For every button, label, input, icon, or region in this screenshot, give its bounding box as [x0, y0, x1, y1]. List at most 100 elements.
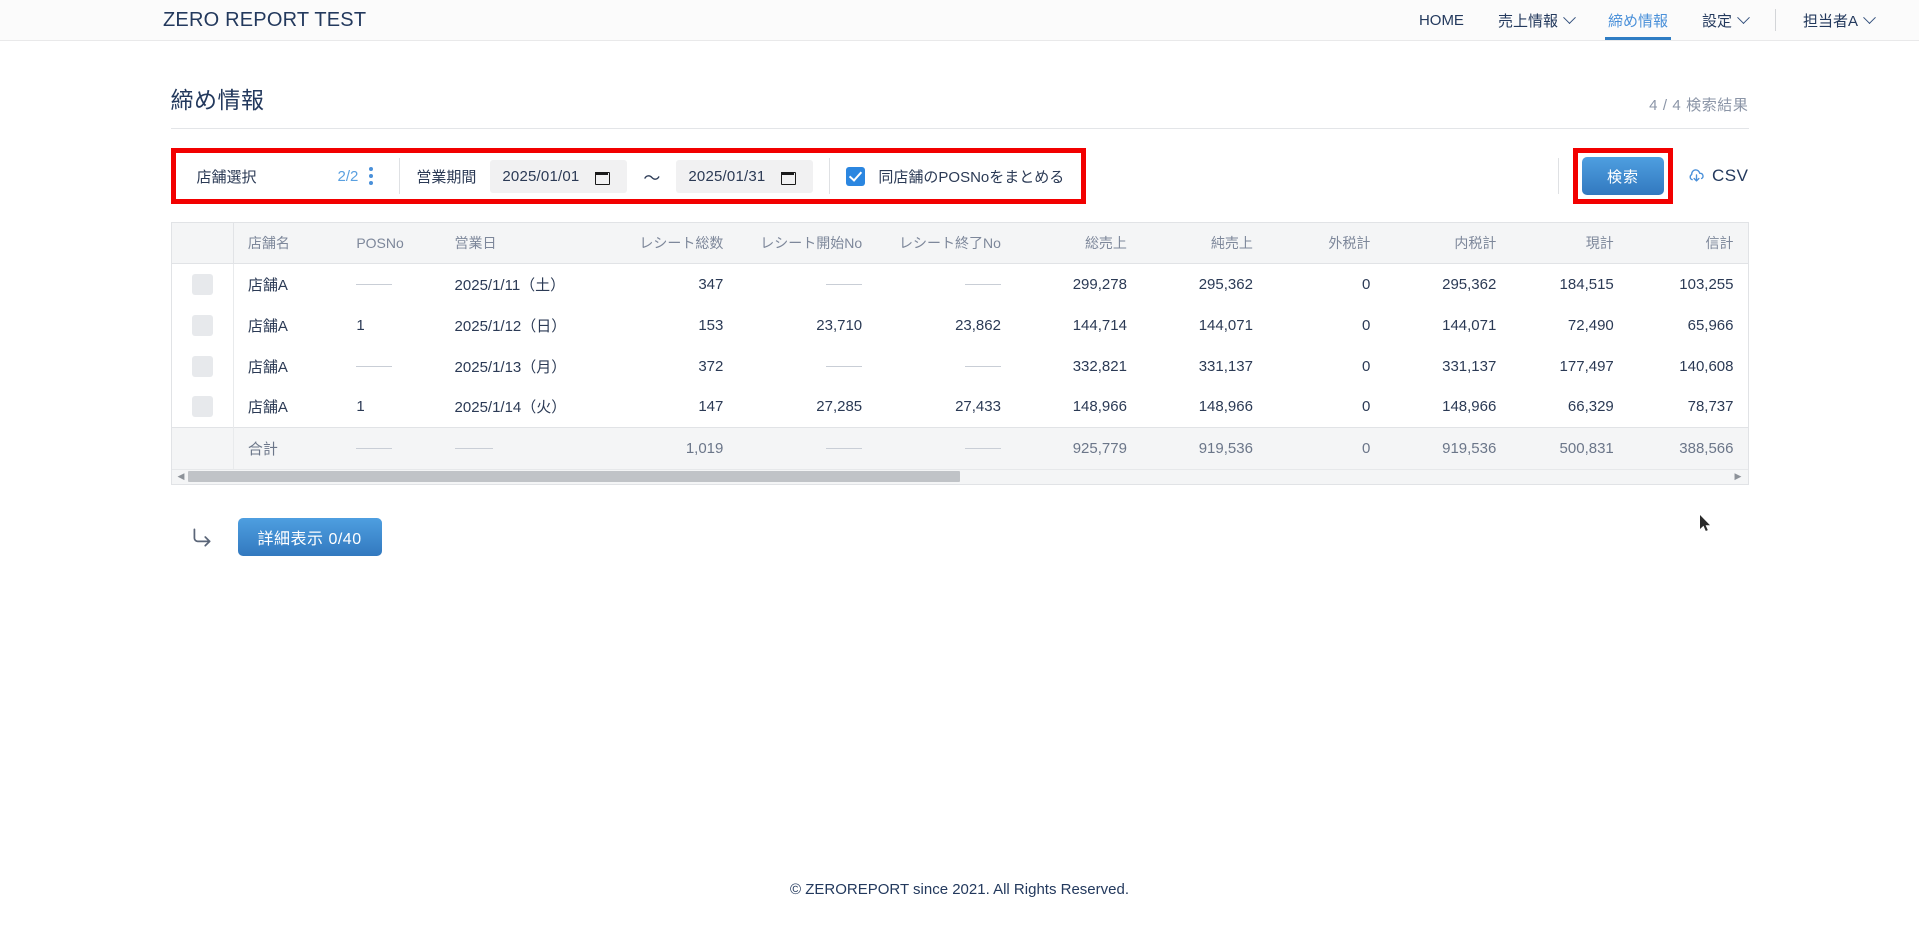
row-select-cell[interactable]: [171, 386, 234, 428]
date-range-separator: 〜: [643, 168, 661, 188]
cell-net-sales: 144,071: [1198, 316, 1253, 334]
row-select-cell[interactable]: [171, 345, 234, 387]
cell-receipt-start-no: 23,710: [816, 316, 863, 334]
total-net-sales: 919,536: [1140, 427, 1267, 469]
cell-internal-tax: 295,362: [1442, 275, 1497, 293]
page-title: 締め情報: [170, 87, 265, 113]
column-header-store-name[interactable]: 店舗名: [233, 223, 343, 264]
date-to-value: 2025/01/31: [688, 167, 766, 185]
cell-credit-total: 65,966: [1687, 316, 1734, 334]
column-header-business-date[interactable]: 営業日: [440, 223, 599, 264]
copyright-text: © ZEROREPORT since 2021. All Rights Rese…: [790, 881, 1129, 898]
cell-posno: 1: [356, 398, 365, 416]
cell-external-tax: 0: [1362, 316, 1371, 334]
cell-internal-tax: 144,071: [1442, 316, 1497, 334]
row-select-cell[interactable]: [171, 304, 234, 346]
scroll-left-arrow-icon[interactable]: ◀: [177, 471, 185, 481]
cell-posno: 1: [356, 316, 365, 334]
top-navigation-bar: ZERO REPORT TEST HOME 売上情報 締め情報 設定 担当者A: [0, 0, 1919, 41]
search-result-count: 4 / 4 検索結果: [1649, 97, 1749, 114]
table-row[interactable]: 店舗A 2025/1/11（土） 347 299,278 295,362 0 2…: [171, 263, 1748, 305]
row-checkbox[interactable]: [191, 355, 213, 377]
more-options-icon[interactable]: [369, 167, 374, 185]
cloud-download-icon: [1689, 168, 1704, 182]
chevron-down-icon: [1737, 10, 1750, 24]
date-from-input[interactable]: 2025/01/01: [490, 159, 628, 193]
column-header-external-tax[interactable]: 外税計: [1266, 223, 1385, 264]
column-header-cash-total[interactable]: 現計: [1510, 223, 1628, 264]
table-total-row: 合計 1,019 925,779 919,536 0 919,536 500,8…: [171, 427, 1748, 469]
row-checkbox[interactable]: [191, 396, 213, 418]
calendar-icon[interactable]: [595, 170, 611, 185]
chevron-down-icon: [1563, 10, 1576, 24]
calendar-icon[interactable]: [781, 170, 797, 185]
empty-dash-icon: [964, 366, 1001, 368]
content-container: 締め情報 4 / 4 検索結果 店舗選択 2/2 営業期間 2025/01/01: [170, 41, 1749, 556]
total-receipt-total: 1,019: [598, 427, 738, 469]
row-checkbox[interactable]: [191, 314, 213, 336]
nav-item-sales-info[interactable]: 売上情報: [1481, 0, 1591, 40]
merge-posno-label: 同店舗のPOSNoをまとめる: [878, 168, 1065, 186]
scrollbar-thumb[interactable]: [187, 471, 960, 482]
action-divider: [1558, 158, 1560, 194]
column-header-posno[interactable]: POSNo: [342, 223, 441, 264]
total-posno: [342, 427, 441, 469]
detail-action-row: 詳細表示 0/40: [171, 517, 1749, 556]
scroll-right-arrow-icon[interactable]: ▶: [1734, 471, 1742, 481]
total-row-spacer: [171, 427, 234, 469]
table-body: 店舗A 2025/1/11（土） 347 299,278 295,362 0 2…: [171, 263, 1748, 469]
horizontal-scrollbar[interactable]: ◀ ▶: [171, 468, 1748, 484]
checkbox-checked-icon[interactable]: [846, 166, 866, 186]
cell-internal-tax: 148,966: [1442, 398, 1497, 416]
cell-receipt-end-no: 27,433: [955, 398, 1001, 416]
filter-divider: [829, 158, 831, 194]
filter-bar: 店舗選択 2/2 営業期間 2025/01/01 〜 2025/01/31: [170, 148, 1749, 204]
nav-item-settings-label: 設定: [1701, 12, 1732, 30]
cell-business-date: 2025/1/12（日）: [454, 317, 567, 335]
column-header-gross-sales[interactable]: 総売上: [1014, 223, 1141, 264]
column-header-internal-tax[interactable]: 内税計: [1384, 223, 1511, 264]
nav-item-user-menu[interactable]: 担当者A: [1786, 0, 1891, 40]
app-brand-logo[interactable]: ZERO REPORT TEST: [163, 8, 367, 31]
select-all-column-header[interactable]: [171, 223, 234, 264]
cell-store-name: 店舗A: [247, 399, 288, 417]
chevron-down-icon: [1863, 10, 1876, 24]
cell-gross-sales: 299,278: [1072, 275, 1127, 293]
column-header-receipt-total[interactable]: レシート総数: [598, 223, 738, 264]
empty-dash-icon: [826, 284, 863, 286]
row-checkbox[interactable]: [191, 273, 213, 295]
nav-item-closing-info[interactable]: 締め情報: [1591, 0, 1685, 40]
nav-links: HOME 売上情報 締め情報 設定 担当者A: [1402, 0, 1891, 40]
store-select-control[interactable]: 店舗選択 2/2: [185, 166, 384, 187]
show-detail-button[interactable]: 詳細表示 0/40: [237, 517, 382, 556]
cell-external-tax: 0: [1362, 398, 1371, 416]
table-row[interactable]: 店舗A 2025/1/13（月） 372 332,821 331,137 0 3…: [171, 345, 1748, 387]
column-header-credit-total[interactable]: 信計: [1627, 223, 1748, 264]
csv-download-link[interactable]: CSV: [1687, 166, 1748, 186]
csv-label: CSV: [1712, 166, 1749, 185]
empty-dash-icon: [826, 448, 863, 450]
table-row[interactable]: 店舗A 1 2025/1/12（日） 153 23,710 23,862 144…: [171, 304, 1748, 346]
column-header-receipt-start-no[interactable]: レシート開始No: [737, 223, 877, 264]
cell-gross-sales: 144,714: [1072, 316, 1127, 334]
column-header-receipt-end-no[interactable]: レシート終了No: [876, 223, 1015, 264]
search-button[interactable]: 検索: [1582, 157, 1665, 195]
empty-dash-icon: [826, 366, 863, 368]
cell-external-tax: 0: [1362, 357, 1371, 375]
total-cash-total: 500,831: [1510, 427, 1628, 469]
row-select-cell[interactable]: [171, 263, 234, 305]
total-business-date: [440, 427, 599, 469]
table-row[interactable]: 店舗A 1 2025/1/14（火） 147 27,285 27,433 148…: [171, 386, 1748, 428]
date-to-input[interactable]: 2025/01/31: [676, 159, 814, 193]
nav-item-home[interactable]: HOME: [1402, 0, 1481, 40]
merge-posno-checkbox[interactable]: 同店舗のPOSNoをまとめる: [846, 166, 1072, 187]
nav-item-settings[interactable]: 設定: [1685, 0, 1765, 40]
cell-business-date: 2025/1/11（土）: [454, 276, 566, 294]
search-button-highlight: 検索: [1573, 148, 1674, 204]
empty-dash-icon: [356, 448, 393, 450]
nav-item-closing-info-label: 締め情報: [1607, 12, 1668, 30]
cell-receipt-total: 147: [698, 398, 724, 416]
column-header-net-sales[interactable]: 純売上: [1140, 223, 1267, 264]
scrollbar-track[interactable]: [187, 471, 1732, 482]
empty-dash-icon: [356, 284, 393, 286]
